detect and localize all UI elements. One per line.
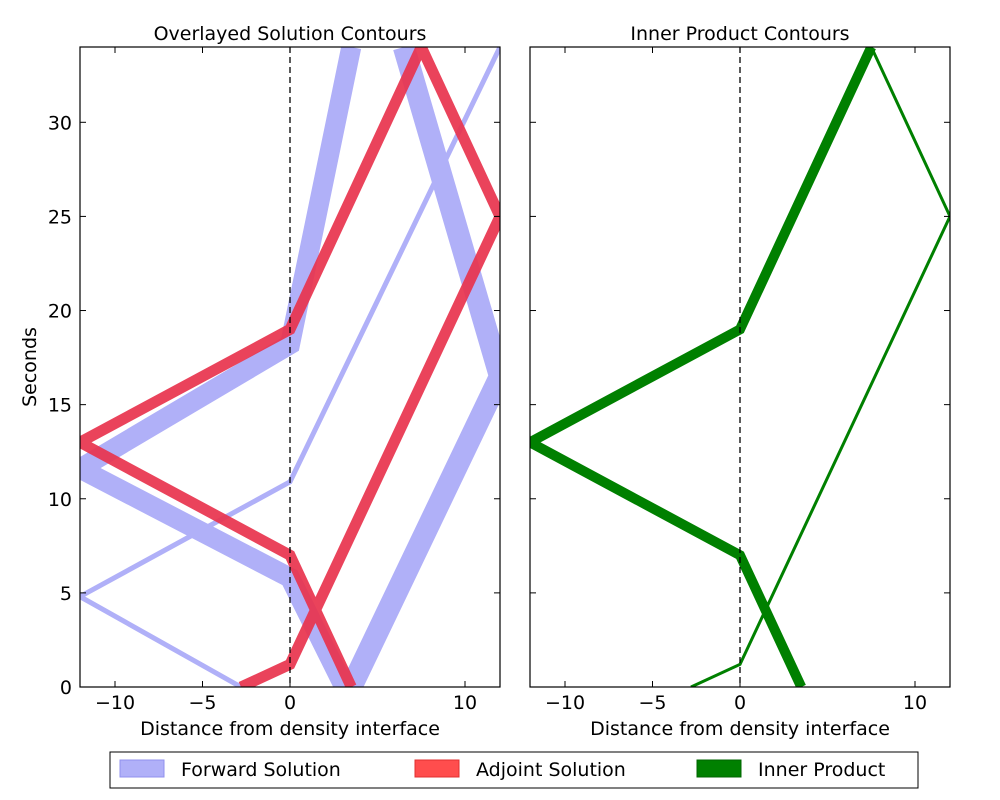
legend-swatch-adjoint [414,759,460,778]
x-tick-label: −5 [638,692,666,714]
x-axis-label: Distance from density interface [590,718,890,740]
legend-label-adjoint: Adjoint Solution [476,759,626,781]
y-tick-label: 10 [48,489,72,511]
x-tick-label: 10 [903,692,927,714]
series-inner-product-0 [530,47,876,687]
y-tick-label: 15 [48,395,72,417]
y-tick-label: 20 [48,301,72,323]
legend-box [109,751,919,789]
x-tick-label: −10 [95,692,135,714]
x-tick-label: 0 [284,692,296,714]
y-tick-label: 5 [60,583,72,605]
y-tick-label: 25 [48,206,72,228]
series-forward-solution-1 [341,47,500,687]
panel-title: Inner Product Contours [630,23,849,45]
x-tick-label: −5 [188,692,216,714]
panel-overlayed-solutions: Overlayed Solution Contours −10 −5 0 10 0 5 1… [19,23,501,740]
legend-label-inner-product: Inner Product [758,759,885,781]
y-axis-label: Seconds [19,327,41,407]
legend-swatch-inner-product [696,759,742,778]
legend-label-forward: Forward Solution [181,759,341,781]
panel-title: Overlayed Solution Contours [154,23,427,45]
y-tick-label: 0 [60,677,72,699]
x-tick-label: 10 [453,692,477,714]
x-axis-label: Distance from density interface [140,718,440,740]
legend-swatch-forward [119,759,165,778]
x-tick-label: 0 [734,692,746,714]
series-inner-product-1 [690,47,950,687]
series-forward-solution-2 [80,47,500,687]
series-adjoint-solution-3 [80,47,500,687]
panel-inner-product: Inner Product Contours −10 −5 0 10 Distance… [529,23,951,740]
x-tick-label: −10 [545,692,585,714]
y-tick-label: 30 [48,112,72,134]
legend: Forward Solution Adjoint Solution Inner … [109,751,919,789]
